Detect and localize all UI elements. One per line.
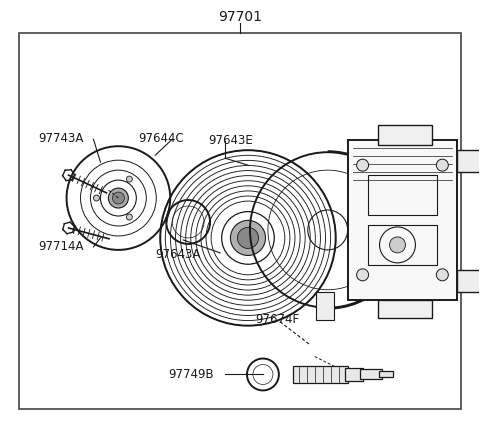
Circle shape [230,221,265,255]
Bar [368,175,437,215]
Bar [457,150,480,172]
Bar [345,368,362,381]
Circle shape [436,159,448,171]
Bar [316,292,334,319]
Circle shape [357,269,369,281]
Bar [293,366,348,384]
Circle shape [108,188,128,208]
Circle shape [126,176,132,182]
Text: 97674F: 97674F [255,313,299,326]
Bar [378,300,432,318]
Bar [348,140,457,300]
Circle shape [126,214,132,220]
Bar [368,225,437,265]
Circle shape [112,192,124,204]
Bar [457,270,480,292]
Bar [378,125,432,145]
Circle shape [357,159,369,171]
Text: 97643E: 97643E [208,134,253,147]
Bar [360,369,382,379]
Circle shape [238,227,259,249]
Circle shape [94,195,99,201]
Text: 97643A: 97643A [155,249,201,261]
Bar [19,33,461,409]
Text: 97644C: 97644C [138,132,184,145]
Bar [379,372,393,378]
Text: 97714A: 97714A [39,240,84,253]
Text: 97749B: 97749B [168,368,214,381]
Circle shape [389,237,406,253]
Text: 97701: 97701 [218,9,262,24]
Text: 97743A: 97743A [39,132,84,145]
Circle shape [436,269,448,281]
